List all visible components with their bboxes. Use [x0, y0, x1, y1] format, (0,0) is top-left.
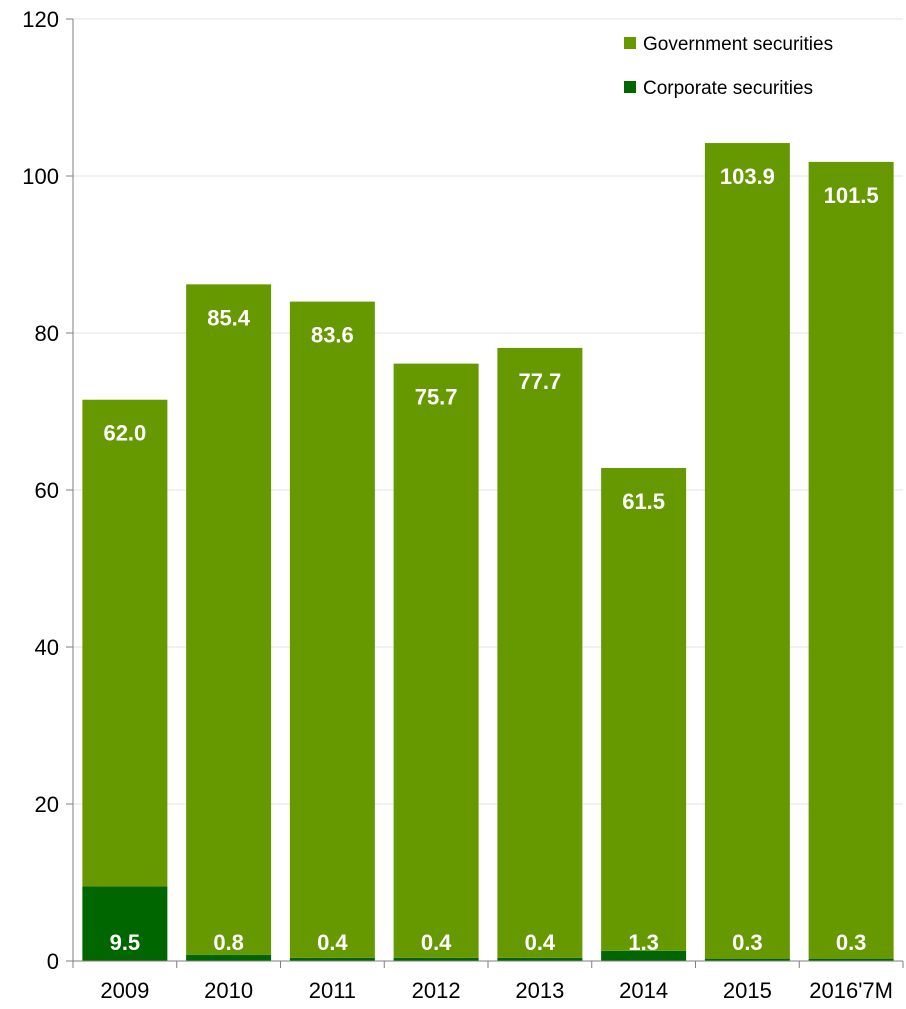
- data-label-corporate: 1.3: [628, 930, 659, 955]
- bar-government-2014: [601, 468, 687, 951]
- y-tick-label: 120: [22, 7, 59, 32]
- data-label-government: 62.0: [103, 421, 146, 446]
- y-tick-label: 20: [35, 792, 59, 817]
- y-tick-label: 40: [35, 635, 59, 660]
- bar-corporate-2009: [82, 886, 168, 961]
- data-label-government: 101.5: [824, 183, 879, 208]
- x-tick-label: 2009: [100, 978, 149, 1003]
- y-tick-label: 60: [35, 478, 59, 503]
- x-tick-label: 2015: [723, 978, 772, 1003]
- bar-corporate-2013: [497, 957, 583, 961]
- data-label-government: 75.7: [415, 385, 458, 410]
- x-tick-label: 2016'7M: [809, 978, 893, 1003]
- x-tick-label: 2012: [412, 978, 461, 1003]
- bar-government-2013: [497, 347, 583, 958]
- data-label-corporate: 0.8: [213, 930, 244, 955]
- x-tick-label: 2013: [515, 978, 564, 1003]
- data-label-corporate: 0.4: [317, 930, 348, 955]
- bar-government-2012: [393, 363, 479, 958]
- bar-government-2010: [186, 284, 272, 955]
- legend-label-government: Government securities: [643, 34, 833, 55]
- legend-swatch-government: [624, 37, 636, 49]
- bar-corporate-2011: [289, 957, 375, 961]
- data-label-government: 85.4: [207, 305, 251, 330]
- data-label-corporate: 0.4: [421, 930, 452, 955]
- legend: Government securities Corporate securiti…: [624, 34, 833, 99]
- data-labels: 62.0 9.5 85.4 0.8 83.6 0.4 75.7 0.4 77.7 0.4 61.5 1…: [103, 164, 878, 955]
- data-label-government: 103.9: [720, 164, 775, 189]
- bar-corporate-2016'7M: [808, 958, 894, 961]
- y-tick-label: 0: [47, 949, 59, 974]
- bar-corporate-2014: [601, 950, 687, 961]
- x-tick-label: 2010: [204, 978, 253, 1003]
- y-tick-label: 80: [35, 321, 59, 346]
- bar-government-2011: [289, 301, 375, 958]
- data-label-corporate: 9.5: [110, 930, 141, 955]
- bar-government-2016'7M: [808, 161, 894, 959]
- bar-corporate-2015: [704, 958, 790, 961]
- bar-corporate-2012: [393, 957, 479, 961]
- axes: 0 20 40 60 80 100 120 2009 2010 2011 2012 2013 2014 2…: [22, 7, 904, 1003]
- x-tick-label: 2014: [619, 978, 668, 1003]
- data-label-corporate: 0.4: [525, 930, 556, 955]
- bar-government-2009: [82, 399, 168, 887]
- legend-label-corporate: Corporate securities: [643, 78, 813, 99]
- bar-corporate-2010: [186, 954, 272, 961]
- x-tick-label: 2011: [309, 978, 356, 1003]
- data-label-government: 77.7: [518, 369, 561, 394]
- data-label-government: 83.6: [311, 323, 354, 348]
- data-label-government: 61.5: [622, 489, 665, 514]
- data-label-corporate: 0.3: [836, 930, 867, 955]
- data-label-corporate: 0.3: [732, 930, 763, 955]
- bar-government-2015: [704, 143, 790, 959]
- y-tick-label: 100: [22, 164, 59, 189]
- bars: [82, 143, 894, 961]
- legend-swatch-corporate: [624, 81, 636, 93]
